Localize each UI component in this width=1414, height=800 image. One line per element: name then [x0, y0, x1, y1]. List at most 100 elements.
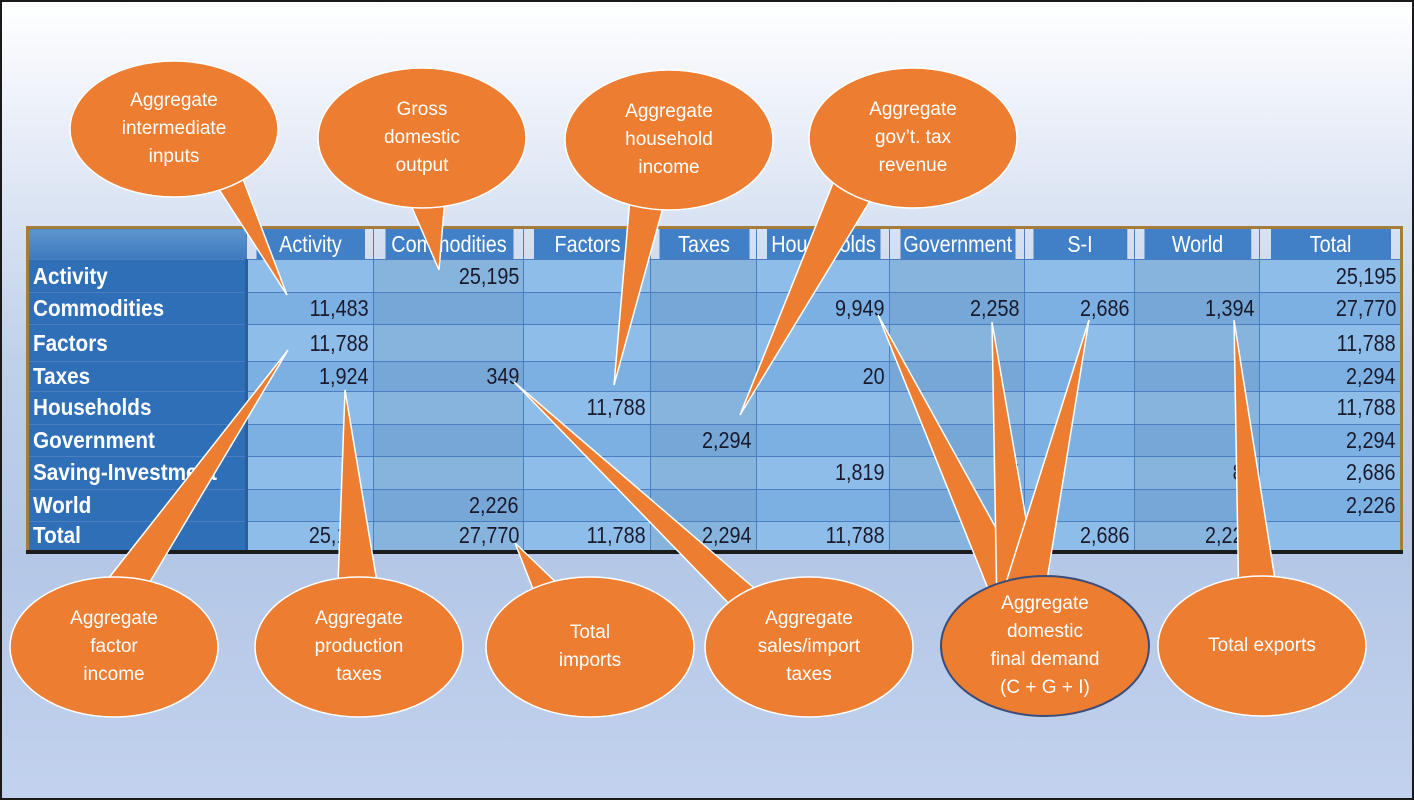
table-cell — [1024, 259, 1135, 293]
callout-label-household-income: Aggregate household income — [565, 70, 773, 210]
table-cell: 9,949 — [756, 291, 890, 326]
table-cell: 11,788 — [246, 324, 374, 362]
table-cell — [1134, 324, 1260, 362]
table-cell: 35 — [889, 456, 1025, 490]
row-header: Factors — [27, 324, 248, 362]
callout-text: Aggregate sales/import taxes — [757, 608, 861, 685]
callout-label-factor-income: Aggregate factor income — [10, 577, 218, 717]
table-cell — [1024, 360, 1135, 393]
table-cell-value: 25,195 — [458, 262, 519, 289]
callout-label-gov-tax-revenue: Aggregate gov’t. tax revenue — [809, 68, 1017, 208]
callout-label-total-exports: Total exports — [1158, 576, 1366, 716]
table-cell — [373, 391, 524, 425]
callout-label-total-imports: Total imports — [486, 577, 694, 717]
table-row: Government 2,294 2,294 — [27, 423, 1402, 458]
table-cell: 2,294 — [650, 423, 757, 458]
table-cell — [1024, 423, 1135, 458]
table-row: Taxes 1,924 349 20 2,294 — [27, 360, 1402, 393]
table-cell-value: 2,226 — [469, 491, 519, 518]
table-cell-value: 2,686 — [1080, 522, 1130, 549]
table-cell: 2,294 — [1259, 423, 1402, 458]
row-header: Activity — [27, 259, 248, 293]
callout-text: Aggregate gov’t. tax revenue — [869, 99, 957, 176]
table-cell — [523, 488, 651, 522]
table-cell-value: 83 — [1232, 459, 1255, 486]
table-cell: 11,788 — [1259, 324, 1402, 362]
table-cell — [1259, 520, 1402, 553]
table-cell — [650, 259, 757, 293]
table-row: Activity 25,195 25,195 — [27, 259, 1402, 293]
table-cell — [756, 259, 890, 293]
row-header-label: Activity — [33, 262, 108, 289]
table-row: Households 11,788 11,788 — [27, 391, 1402, 425]
table-cell — [1134, 488, 1260, 522]
table-cell: 1,924 — [246, 360, 374, 393]
table-cell — [889, 360, 1025, 393]
table-cell — [246, 488, 374, 522]
callout-label-gross-domestic-output: Gross domestic output — [318, 68, 526, 208]
table-cell: 2,258 — [889, 291, 1025, 326]
table-cell — [246, 423, 374, 458]
table-cell: 2,686 — [1024, 291, 1135, 326]
table-cell — [1024, 391, 1135, 425]
row-header: Government — [27, 423, 248, 458]
table-cell — [756, 324, 890, 362]
callout-label-intermediate-inputs: Aggregate intermediate inputs — [70, 61, 278, 197]
table-cell-value: 2,226 — [1346, 491, 1396, 518]
callout-text: Aggregate domestic final demand (C + G +… — [990, 593, 1100, 698]
table-cell-value: 2,294 — [702, 522, 752, 549]
callout-text: Aggregate production taxes — [314, 608, 404, 685]
table-cell — [246, 456, 374, 490]
table-cell: 2,294 — [650, 520, 757, 553]
row-header-label: Taxes — [33, 363, 91, 390]
row-header-label: Saving-Investment — [33, 459, 218, 486]
row-header: Taxes — [27, 360, 248, 393]
row-header: Commodities — [27, 291, 248, 326]
table-cell: 83 — [1134, 456, 1260, 490]
table-body: Activity 25,195 25,195 Commodities 11,483 9,9… — [27, 259, 1402, 553]
table-cell-value: 2,294 — [970, 522, 1020, 549]
column-header: Activity — [254, 226, 366, 261]
table-cell-value: 11,788 — [586, 394, 646, 421]
table-header-row: Activity Commodities Factors Taxes House… — [27, 226, 1402, 261]
table-cell — [756, 391, 890, 425]
column-header: Factors — [531, 226, 643, 261]
table-cell — [1134, 391, 1260, 425]
table-cell-value: 11,788 — [309, 329, 369, 356]
callout-text: Total exports — [1208, 635, 1316, 656]
table-row: Factors 11,788 11,788 — [27, 324, 1402, 362]
table-cell: 2,686 — [1259, 456, 1402, 490]
table-cell: 11,788 — [1259, 391, 1402, 425]
table-cell-value: 2,258 — [970, 295, 1020, 322]
table-cell — [373, 291, 524, 326]
table-cell — [756, 488, 890, 522]
table-cell — [523, 291, 651, 326]
table-cell-value: 27,770 — [458, 522, 519, 549]
table-cell: 27,770 — [1259, 291, 1402, 326]
row-header-label: World — [33, 491, 92, 518]
table-cell — [523, 456, 651, 490]
table-cell — [650, 488, 757, 522]
table-cell-value: 2,294 — [1346, 363, 1396, 390]
table-cell: 20 — [756, 360, 890, 393]
row-header: Total — [27, 520, 248, 553]
callout-text: Aggregate household income — [625, 101, 713, 178]
table-cell-value: 11,483 — [309, 295, 369, 322]
table-cell-value: 25,195 — [1335, 262, 1396, 289]
table-cell — [889, 324, 1025, 362]
row-header-label: Commodities — [33, 295, 165, 322]
table-cell: 25,195 — [1259, 259, 1402, 293]
table-cell-value: 1,924 — [319, 363, 369, 390]
column-header: S-I — [1031, 226, 1128, 261]
table-cell-value: 20 — [862, 363, 885, 390]
table-cell: 1,394 — [1134, 291, 1260, 326]
table-cell — [523, 259, 651, 293]
table-cell — [889, 488, 1025, 522]
table-cell: 2,294 — [889, 520, 1025, 553]
table-row: Total 25,195 27,770 11,788 2,294 11,788 2,294 2… — [27, 520, 1402, 553]
column-header: Commodities — [383, 226, 514, 261]
row-header-label: Total — [33, 522, 81, 549]
row-header: Households — [27, 391, 248, 425]
table-cell — [246, 391, 374, 425]
social-accounting-matrix-table: Activity Commodities Factors Taxes House… — [26, 226, 1403, 554]
